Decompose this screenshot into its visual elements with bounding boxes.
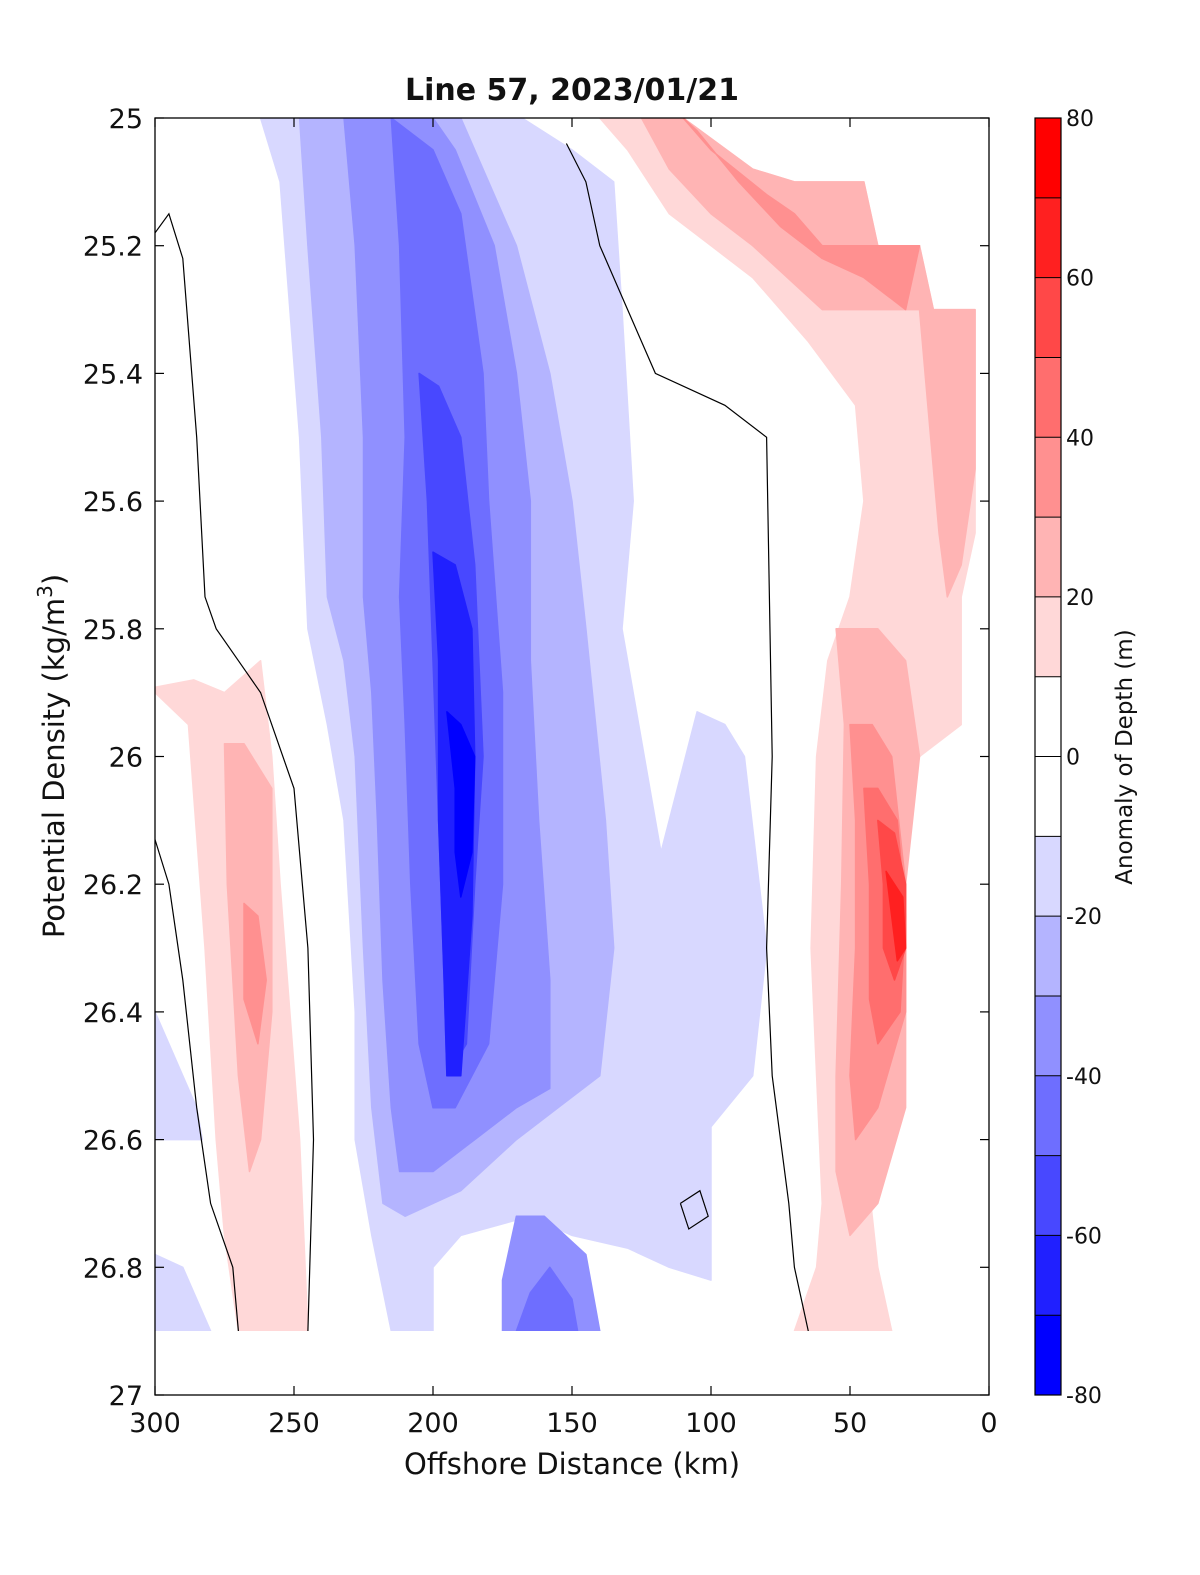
- zero-contour-line-3: [679, 1189, 709, 1230]
- y-tick-label: 25.8: [83, 615, 143, 646]
- x-tick-label: 100: [685, 1408, 737, 1439]
- axes: 300 250 200 150 100 50 0 25 25.2 25.4 25.6 25.8 26 26…: [83, 104, 998, 1439]
- y-tick-label: 26.8: [83, 1253, 143, 1284]
- contour-region-pos30-13: [243, 902, 267, 1045]
- colorbar-swatch: [1035, 676, 1061, 757]
- colorbar-label: Anomaly of Depth (m): [1112, 629, 1138, 884]
- colorbar-swatch: [1035, 277, 1061, 358]
- colorbar-swatch: [1035, 836, 1061, 917]
- contour-region-neg10-7: [155, 1011, 204, 1141]
- contour-region-neg10-8: [155, 1253, 212, 1331]
- colorbar-swatch: [1035, 1315, 1061, 1395]
- colorbar-swatch: [1035, 916, 1061, 996]
- colorbar-swatch: [1035, 437, 1061, 518]
- y-tick-label: 26.6: [83, 1126, 143, 1157]
- x-tick-label: 250: [268, 1408, 320, 1439]
- contour-region-pos30-16: [682, 118, 921, 311]
- x-axis-label: Offshore Distance (km): [404, 1447, 740, 1481]
- colorbar-tick-label: 40: [1066, 426, 1094, 451]
- y-tick-label: 26: [109, 743, 143, 774]
- chart-title: Line 57, 2023/01/21: [405, 73, 739, 108]
- contour-region-pos60-21: [885, 870, 907, 962]
- colorbar-swatch: [1035, 1155, 1061, 1236]
- colorbar-tick-label: -40: [1066, 1065, 1102, 1090]
- colorbar-tick-label: -80: [1066, 1384, 1102, 1409]
- contour-region-neg70-6: [446, 711, 476, 898]
- colorbar-swatch: [1035, 197, 1061, 278]
- y-tick-label: 26.2: [83, 870, 143, 901]
- y-tick-label: 27: [109, 1381, 143, 1412]
- colorbar-tick-label: 60: [1066, 267, 1094, 292]
- y-tick-label: 26.4: [83, 998, 143, 1029]
- colorbar-swatch: [1035, 995, 1061, 1076]
- colorbar-swatch: [1035, 596, 1061, 677]
- contour-region-pos10-11: [155, 659, 309, 1331]
- colorbar-swatch: [1035, 517, 1061, 597]
- colorbar-swatch: [1035, 357, 1061, 438]
- colorbar-frame: [1034, 117, 1062, 1396]
- y-axis-label-sup: 3: [33, 585, 57, 598]
- colorbar-swatch: [1035, 1075, 1061, 1156]
- y-axis-label-main: Potential Density (kg/m: [37, 598, 71, 938]
- x-tick-label: 300: [129, 1408, 181, 1439]
- colorbar-swatch: [1035, 118, 1061, 198]
- colorbar-swatch: [1035, 756, 1061, 837]
- x-tick-label: 50: [833, 1408, 867, 1439]
- y-tick-label: 25.6: [83, 487, 143, 518]
- y-tick-label: 25.2: [83, 232, 143, 263]
- x-tick-label: 150: [546, 1408, 598, 1439]
- zero-contour-line-1: [155, 839, 239, 1331]
- colorbar: 80 60 40 20 0 -20 -40 -60 -80: [1034, 107, 1102, 1409]
- colorbar-tick-label: 80: [1066, 107, 1094, 132]
- contour-region-neg40-10: [515, 1266, 579, 1331]
- y-tick-label: 25: [109, 104, 143, 135]
- contour-region-neg60-5: [432, 551, 476, 1077]
- colorbar-tick-label: -60: [1066, 1224, 1102, 1249]
- zero-contour-line-2: [565, 143, 809, 1331]
- colorbar-tick-label: 0: [1066, 746, 1080, 771]
- colorbar-tick-label: -20: [1066, 905, 1102, 930]
- x-tick-label: 0: [980, 1408, 997, 1439]
- colorbar-tick-label: 20: [1066, 586, 1094, 611]
- contour-plot: [155, 118, 976, 1331]
- colorbar-swatch: [1035, 1235, 1061, 1316]
- zero-contour-line-0: [155, 212, 315, 1331]
- y-tick-label: 25.4: [83, 359, 143, 390]
- x-tick-label: 200: [407, 1408, 459, 1439]
- zero-contour-lines: [155, 143, 809, 1331]
- contour-region-pos20-15: [640, 118, 976, 598]
- y-axis-label-close: ): [37, 574, 71, 585]
- y-axis-label: Potential Density (kg/m3): [33, 574, 71, 938]
